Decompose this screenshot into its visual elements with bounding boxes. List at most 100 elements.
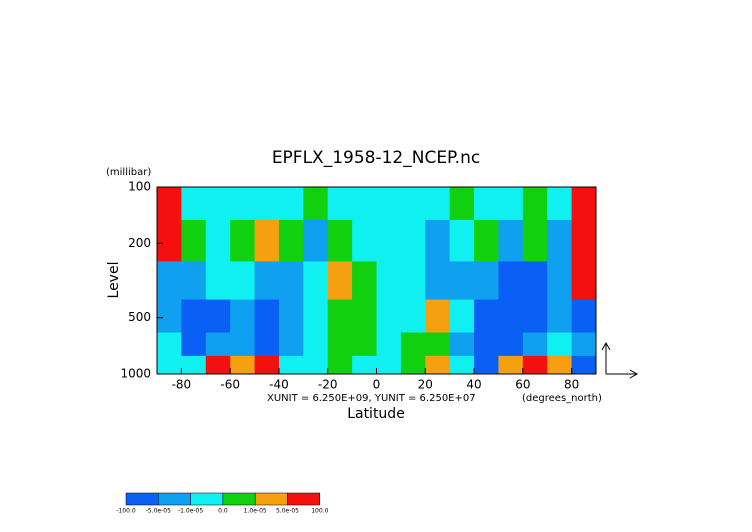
x-tick-label: -60 (220, 378, 240, 392)
contour-cell (327, 261, 353, 301)
colorbar-label: -5.0e-05 (146, 508, 171, 515)
x-tick-label: 40 (466, 378, 481, 392)
contour-cell (230, 299, 256, 334)
contour-cell (205, 187, 231, 221)
contour-cell (547, 261, 573, 301)
contour-cell (352, 332, 377, 357)
contour-cell (498, 219, 524, 262)
contour-cell (571, 332, 597, 357)
contour-cell (303, 332, 329, 357)
contour-cell (205, 261, 231, 301)
contour-cell (205, 299, 231, 334)
contour-cell (230, 332, 256, 357)
contour-cell (230, 261, 256, 301)
contour-cell (425, 332, 451, 357)
y-tick-label: 200 (128, 236, 151, 250)
contour-cell (327, 187, 353, 221)
contour-cell (278, 332, 304, 357)
y-axis-label: Level (106, 262, 122, 299)
contour-cell (547, 355, 573, 375)
contour-cell (254, 332, 280, 357)
contour-cell (376, 355, 402, 375)
contour-cell (449, 355, 475, 375)
contour-cell (498, 299, 524, 334)
contour-cell (522, 219, 548, 262)
contour-cell (327, 332, 353, 357)
contour-cell (547, 187, 573, 221)
contour-cell (157, 355, 182, 375)
contour-cell (474, 299, 499, 334)
contour-cell (181, 299, 207, 334)
contour-cell (230, 219, 256, 262)
contour-cell (425, 261, 451, 301)
contour-cell (449, 299, 475, 334)
contour-cell (254, 219, 280, 262)
contour-cell (376, 187, 402, 221)
y-tick-label: 500 (128, 310, 151, 324)
colorbar-box (287, 492, 321, 506)
contour-cell (547, 332, 573, 357)
colorbar-box (158, 492, 191, 506)
contour-cell (278, 261, 304, 301)
contour-cell (522, 261, 548, 301)
x-tick-label: 80 (564, 378, 579, 392)
contour-cell (547, 299, 573, 334)
contour-cell (571, 299, 597, 334)
contour-cell (376, 261, 402, 301)
contour-cell (449, 332, 475, 357)
contour-cell (303, 299, 329, 334)
x-tick-label: -40 (269, 378, 289, 392)
x-tick-label: -20 (318, 378, 338, 392)
colorbar-label: 1.0e-05 (244, 508, 267, 515)
contour-cell (376, 219, 402, 262)
colorbar-box (190, 492, 224, 506)
contour-cell (400, 332, 426, 357)
reference-arrows (601, 341, 639, 379)
contour-cell (254, 261, 280, 301)
contour-cell (352, 355, 377, 375)
colorbar-box (222, 492, 256, 506)
contour-cell (498, 187, 524, 221)
contour-cell (522, 355, 548, 375)
contour-cell (400, 261, 426, 301)
contour-cell (352, 261, 377, 301)
contour-cell (278, 299, 304, 334)
contour-cell (498, 261, 524, 301)
contour-cell (157, 261, 182, 301)
contour-cell (278, 187, 304, 221)
contour-cell (400, 187, 426, 221)
contour-cell (571, 219, 597, 262)
x-tick-label: 60 (515, 378, 530, 392)
contour-cell (157, 299, 182, 334)
contour-cell (400, 299, 426, 334)
contour-cell (327, 219, 353, 262)
y-unit: (millibar) (106, 167, 151, 178)
contour-cell (498, 332, 524, 357)
contour-cell (425, 355, 451, 375)
contour-cell (522, 187, 548, 221)
contour-cell (181, 219, 207, 262)
x-axis-label: Latitude (347, 406, 405, 422)
contour-cell (571, 355, 597, 375)
contour-cell (400, 219, 426, 262)
x-tick-label: 20 (418, 378, 433, 392)
contour-cell (327, 355, 353, 375)
contour-cell (547, 219, 573, 262)
x-tick-label: 0 (373, 378, 381, 392)
y-tick-label: 100 (128, 180, 151, 194)
y-tick-label: 1000 (120, 367, 151, 381)
contour-cell (205, 219, 231, 262)
contour-cell (181, 261, 207, 301)
contour-cell (425, 299, 451, 334)
contour-cell (474, 261, 499, 301)
contour-cell (303, 187, 329, 221)
contour-cell (400, 355, 426, 375)
contour-cell (474, 355, 499, 375)
colorbar-label: 100.0 (311, 508, 328, 515)
contour-cell (474, 187, 499, 221)
colorbar-label: 0.0 (218, 508, 228, 515)
contour-cell (254, 299, 280, 334)
contour-cell (303, 219, 329, 262)
contour-cell (303, 261, 329, 301)
contour-cell (449, 187, 475, 221)
